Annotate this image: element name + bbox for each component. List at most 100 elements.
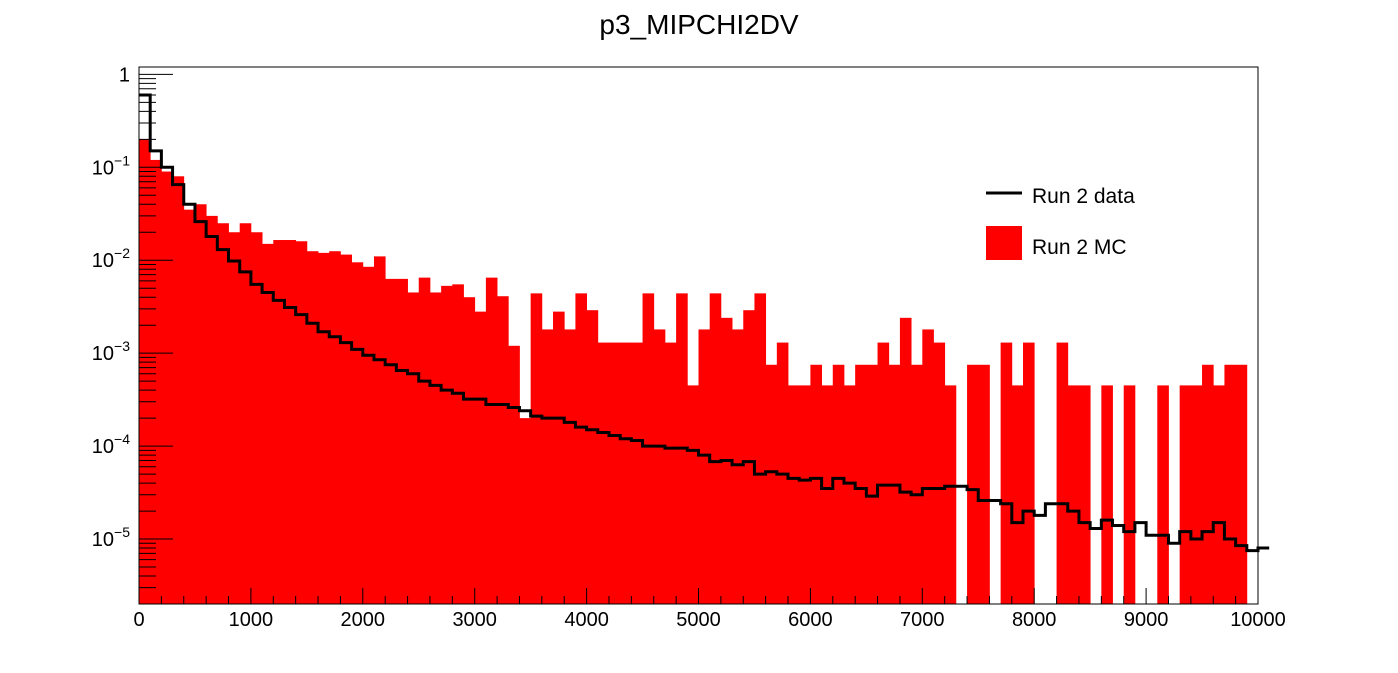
mc-bar [396,278,408,604]
mc-bar [418,277,431,604]
mc-bar [687,385,699,604]
mc-bar [978,364,990,604]
chart-title: p3_MIPCHI2DV [599,9,799,40]
mc-bar [1078,385,1091,604]
mc-bar [743,310,755,604]
x-tick-label: 1000 [229,609,274,631]
mc-bar [1056,342,1069,604]
mc-bar [631,342,643,604]
mc-bar [944,385,957,604]
mc-bar [1235,364,1248,604]
mc-bar [967,364,979,604]
x-tick-label: 4000 [564,609,609,631]
legend-label-mc: Run 2 MC [1032,236,1127,259]
mc-bar [586,310,599,604]
mc-bar [150,159,162,605]
x-tick-label: 3000 [452,609,497,631]
mc-bar [1011,385,1024,604]
mc-bar [1157,385,1169,604]
mc-bar [642,293,655,604]
mc-bar [799,385,811,604]
mc-bar [485,277,498,604]
mc-bar [318,252,330,604]
mc-bar [1101,385,1113,604]
mc-bar [575,293,587,604]
mc-bar [553,311,565,604]
mc-bar [911,364,923,604]
mc-bar [541,329,554,604]
mc-bar [765,364,778,604]
mc-bar [788,385,800,604]
mc-bar [620,342,632,604]
mc-bar [340,254,353,604]
x-axis: 0 1000 2000 3000 4000 5000 6000 7000 8000 9000 100… [133,588,1286,631]
x-tick-label: 9000 [1124,609,1169,631]
mc-bar [1190,385,1203,604]
mc-bar [664,342,677,604]
mc-bar [1224,364,1237,604]
legend: Run 2 data Run 2 MC [986,185,1135,260]
mc-bar [899,317,912,604]
y-tick-label: 10−3 [92,338,130,365]
mc-bar [821,385,834,604]
mc-bar [1123,385,1136,604]
y-tick-label: 10−1 [92,152,130,179]
mc-bar [1179,385,1192,604]
mc-bar [810,364,822,604]
mc-bar [217,223,229,604]
mc-bar [262,243,274,604]
mc-bar [429,292,442,604]
data-step-line [139,93,1270,553]
mc-bar [855,364,867,604]
mc-bar [273,240,285,604]
mc-bar [362,266,375,604]
mc-bar [228,232,241,604]
mc-bar [161,171,173,604]
mc-bar [1213,385,1225,604]
mc-bar [877,342,890,604]
mc-bar [284,240,297,604]
mc-bar [1067,385,1080,604]
mc-bar [866,364,878,604]
mc-bar [1023,342,1035,604]
mc-bar [1000,342,1013,604]
x-tick-label: 10000 [1230,609,1286,631]
x-tick-label: 6000 [788,609,833,631]
mc-bar [564,329,576,604]
mc-bar [754,293,767,604]
mc-bar [922,329,934,604]
mc-bar [608,342,621,604]
x-tick-label: 8000 [1012,609,1057,631]
mc-bar [530,293,543,604]
mc-bar [239,223,252,604]
mc-bar [698,329,711,604]
mc-bar [351,262,364,604]
legend-fill-swatch [986,226,1022,260]
mc-bar [732,329,744,604]
y-tick-label: 10−4 [92,431,130,458]
mc-bar [373,256,386,604]
mc-bar [843,385,856,604]
y-tick-label: 10−5 [92,524,130,551]
mc-bar [832,364,845,604]
x-tick-label: 7000 [900,609,945,631]
mc-bar [709,293,722,604]
mc-bar [250,232,263,604]
y-axis: 1 10−1 10−2 10−3 10−4 10−5 [92,64,173,605]
data-series-line [139,93,1270,553]
mc-bar [1202,364,1214,604]
mc-bar [653,329,666,604]
mc-bar [519,418,532,604]
y-tick-label: 10−2 [92,245,130,272]
mc-bar [172,176,185,604]
mc-bar [474,311,487,604]
mc-bar [508,345,520,604]
mc-bar [463,297,476,604]
mc-bars [139,139,1248,605]
mc-bar [139,139,151,605]
mc-bar [385,278,397,604]
mc-bar [452,284,464,604]
mc-bar [306,251,319,604]
mc-bar [194,204,207,604]
